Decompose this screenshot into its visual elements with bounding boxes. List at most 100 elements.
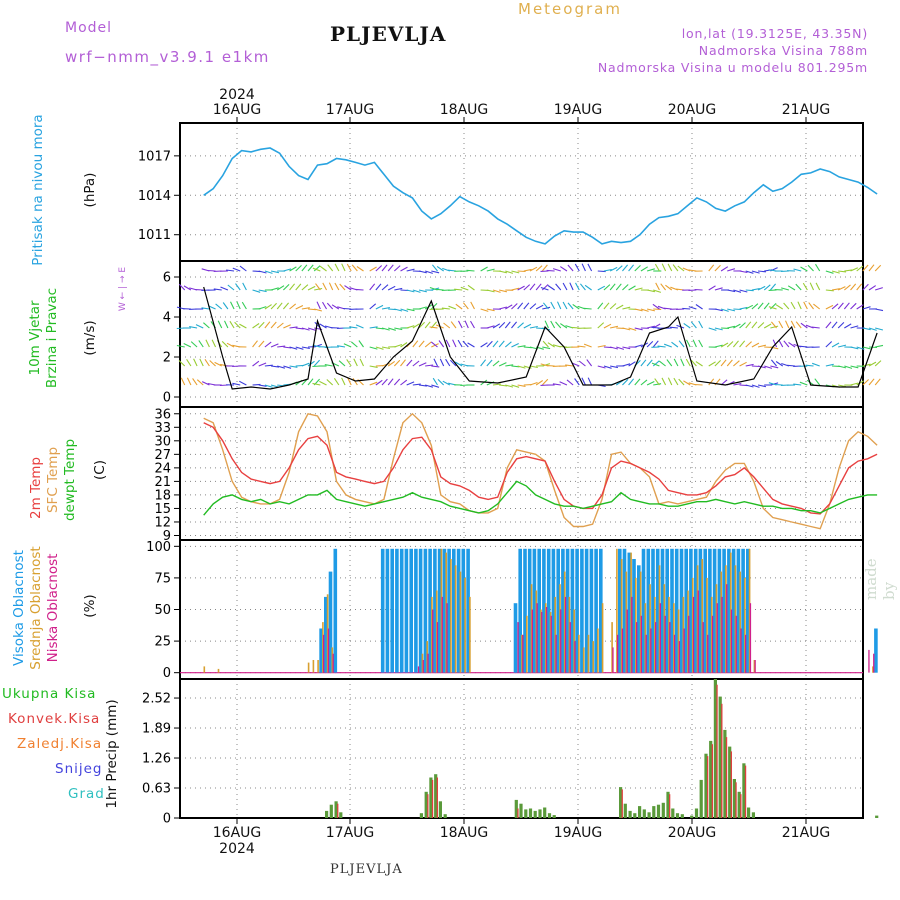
wind-barb — [686, 339, 691, 348]
mid-cloud-bar — [668, 596, 670, 673]
wind-barb — [307, 327, 316, 331]
mid-cloud-bar — [582, 647, 585, 673]
wind-barb — [462, 302, 469, 310]
wind-barb — [301, 264, 308, 272]
wind-barb — [505, 364, 514, 367]
mid-cloud-bar — [597, 628, 599, 673]
high-cloud-bar — [565, 548, 570, 673]
precip-total-bar — [543, 807, 547, 818]
wind-barb — [195, 324, 204, 329]
wind-barb — [609, 303, 617, 310]
low-cloud-bar — [673, 634, 676, 673]
wind-barb — [685, 358, 691, 367]
wind-barb — [341, 377, 346, 386]
mid-cloud-bar — [440, 548, 443, 673]
wind-barb — [189, 326, 198, 329]
wind-barb — [552, 268, 561, 272]
mid-cloud-bar — [554, 596, 556, 673]
wind-barb — [498, 340, 505, 348]
mid-cloud-bar — [663, 584, 666, 673]
wind-barb — [214, 361, 222, 367]
wind-barb — [529, 381, 538, 386]
wind-barb — [622, 363, 631, 367]
wind-barb — [430, 341, 438, 348]
wind-barb — [412, 289, 421, 293]
wind-barb — [301, 307, 310, 310]
wind-barb — [442, 380, 451, 386]
wind-barb — [418, 321, 425, 329]
wind-barb — [808, 302, 814, 310]
mid-cloud-bar — [317, 660, 319, 673]
wind-barb — [831, 288, 840, 291]
high-cloud-bar — [333, 548, 338, 673]
mid-cloud-bar — [431, 596, 433, 673]
tick-label-y: 30 — [154, 434, 171, 449]
wind-barb — [369, 303, 377, 310]
wind-barb — [375, 304, 384, 310]
precip-total-bar — [666, 791, 670, 818]
wind-barb — [264, 304, 272, 310]
precip-total-bar — [524, 809, 528, 818]
low-cloud-bar — [446, 603, 448, 673]
wind-barb — [800, 322, 808, 329]
wind-barb — [811, 326, 820, 329]
low-cloud-bar — [697, 590, 699, 673]
wind-barb — [190, 341, 198, 348]
high-cloud-bar — [722, 548, 726, 673]
wind-barb — [301, 284, 309, 291]
wind-barb — [652, 340, 659, 348]
wind-barb — [431, 384, 440, 388]
wind-barb — [277, 345, 286, 348]
wind-barb — [844, 365, 853, 369]
wind-barb — [838, 270, 847, 273]
high-cloud-bar — [546, 548, 551, 673]
wind-barb — [559, 266, 568, 272]
mid-cloud-bar — [872, 666, 874, 673]
precip-conv-bar — [707, 756, 709, 818]
wind-barb — [511, 343, 519, 348]
wind-barb — [314, 287, 323, 291]
precip-conv-bar — [735, 782, 737, 818]
tick-label-y: 2 — [163, 351, 171, 366]
day-label-top: 20AUG — [668, 102, 717, 118]
wind-barb — [439, 358, 445, 367]
wind-barb — [542, 306, 551, 310]
wind-barb — [775, 361, 784, 367]
wind-barb — [412, 360, 420, 367]
panel-frame-4 — [179, 678, 864, 819]
wind-barb — [634, 327, 643, 331]
wind-barb — [559, 381, 568, 386]
low-cloud-bar — [650, 628, 652, 673]
precip-total-bar — [647, 812, 651, 818]
wind-barb — [783, 340, 790, 348]
wind-barb — [511, 321, 518, 329]
wind-barb — [646, 308, 656, 312]
wind-barb — [217, 320, 223, 329]
wind-barb — [450, 359, 457, 367]
wind-barb — [597, 270, 606, 273]
precip-conv-bar — [744, 765, 747, 818]
wind-barb — [492, 340, 499, 348]
wind-barb — [418, 306, 427, 310]
mid-cloud-bar — [601, 603, 604, 673]
wind-barb — [232, 382, 241, 386]
wind-barb — [430, 303, 438, 310]
low-cloud-bar — [617, 634, 619, 673]
wind-barb — [577, 345, 586, 348]
wind-barb — [862, 306, 871, 310]
precip-total-bar — [628, 810, 632, 818]
wind-barb — [739, 289, 748, 293]
precip-total-bar — [438, 801, 442, 818]
high-cloud-bar — [684, 548, 688, 673]
wind-barb — [745, 304, 754, 310]
high-cloud-bar — [537, 548, 541, 673]
low-cloud-bar — [323, 634, 325, 673]
wind-barb — [381, 307, 390, 310]
wind-barb — [800, 266, 808, 272]
low-cloud-bar — [436, 622, 439, 673]
wind-barb — [581, 377, 586, 386]
wind-barb — [270, 287, 279, 291]
wind-barb — [745, 289, 754, 292]
wind-barb — [745, 270, 754, 274]
wind-barb — [793, 268, 802, 272]
